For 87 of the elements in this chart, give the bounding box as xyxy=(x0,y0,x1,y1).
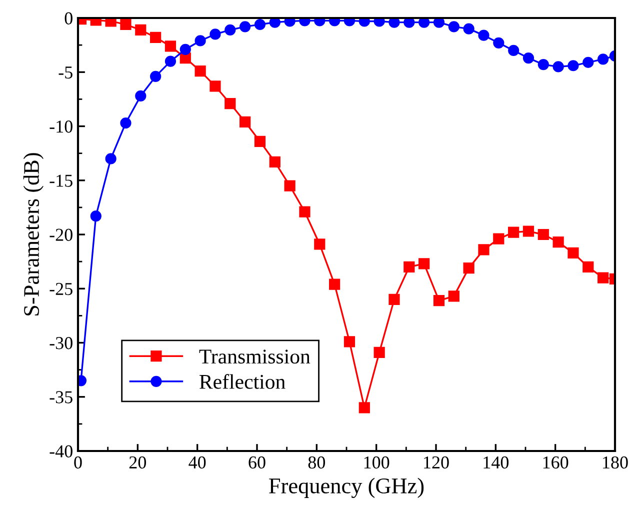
x-tick-label: 60 xyxy=(248,456,266,469)
point xyxy=(240,21,251,32)
point xyxy=(150,70,162,82)
point xyxy=(210,80,221,92)
x-tick-label: 160 xyxy=(543,456,568,469)
point xyxy=(164,56,176,67)
point xyxy=(374,18,385,27)
point xyxy=(358,402,370,414)
legend-label: Reflection xyxy=(200,374,286,389)
point xyxy=(522,226,534,237)
point xyxy=(269,156,280,168)
point xyxy=(552,61,564,72)
point xyxy=(552,236,564,248)
point xyxy=(582,261,594,273)
point xyxy=(240,116,251,128)
point xyxy=(194,65,206,77)
y-tick-label: 0 xyxy=(64,12,72,24)
point xyxy=(568,60,579,72)
point xyxy=(105,153,116,164)
y-tick-label: -15 xyxy=(50,174,72,187)
point xyxy=(582,56,594,68)
point xyxy=(269,18,280,28)
point xyxy=(135,24,146,36)
point xyxy=(508,226,520,238)
point xyxy=(180,44,191,55)
point xyxy=(538,58,549,70)
point xyxy=(508,44,520,56)
point xyxy=(299,206,310,218)
y-tick-label: -35 xyxy=(50,391,72,404)
point xyxy=(463,262,474,274)
x-tick-label: 140 xyxy=(484,456,509,469)
point xyxy=(448,21,460,32)
point xyxy=(135,90,146,102)
point xyxy=(224,98,236,110)
y-tick-label: -5 xyxy=(58,66,72,79)
x-tick-label: 0 xyxy=(74,456,82,469)
point xyxy=(164,40,176,52)
x-tick-label: 40 xyxy=(188,456,206,469)
point xyxy=(374,346,385,358)
x-tick-label: 120 xyxy=(424,456,449,469)
point xyxy=(120,18,132,30)
x-axis-title: Frequency (GHz) xyxy=(269,478,424,498)
point xyxy=(210,28,221,40)
point xyxy=(493,37,504,48)
point xyxy=(598,54,609,65)
point xyxy=(404,261,415,273)
point xyxy=(598,272,609,284)
point xyxy=(538,228,549,240)
point xyxy=(478,244,490,256)
point xyxy=(493,233,504,244)
point xyxy=(150,32,162,44)
point xyxy=(463,23,474,34)
point xyxy=(522,52,534,64)
point xyxy=(284,180,296,192)
y-tick-label: -30 xyxy=(50,337,72,350)
point xyxy=(358,18,370,27)
point xyxy=(388,18,400,28)
point xyxy=(314,238,326,250)
y-tick-label: -40 xyxy=(50,445,72,458)
point xyxy=(120,117,132,129)
x-tick-label: 100 xyxy=(364,456,390,469)
point xyxy=(194,35,206,46)
x-tick-label: 80 xyxy=(308,456,326,469)
point xyxy=(224,24,236,36)
y-axis-title: S-Parameters (dB) xyxy=(23,153,44,316)
point xyxy=(448,290,460,302)
point xyxy=(284,18,296,27)
x-tick-label: 180 xyxy=(603,456,628,469)
point xyxy=(418,18,430,28)
point xyxy=(418,258,430,270)
point xyxy=(404,18,415,28)
point xyxy=(254,136,266,147)
y-tick-label: -20 xyxy=(50,228,72,241)
point xyxy=(433,18,445,28)
x-tick-label: 20 xyxy=(129,456,146,469)
point xyxy=(344,336,356,348)
point xyxy=(329,278,340,290)
point xyxy=(388,294,400,306)
point xyxy=(105,18,116,27)
point xyxy=(478,30,490,41)
y-tick-label: -10 xyxy=(50,120,72,133)
legend-label: Transmission xyxy=(199,350,310,364)
point xyxy=(254,18,266,30)
point xyxy=(433,294,445,306)
point xyxy=(90,210,102,222)
point xyxy=(568,247,579,258)
y-tick-label: -25 xyxy=(50,282,72,296)
